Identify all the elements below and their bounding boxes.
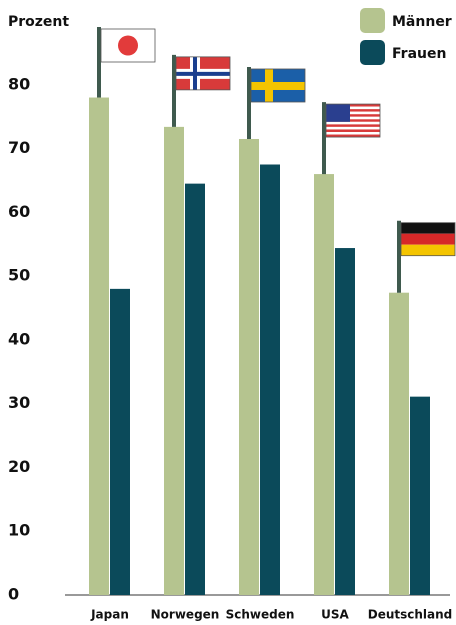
flag xyxy=(325,103,381,138)
x-tick-label: USA xyxy=(321,608,349,622)
flag-part xyxy=(401,222,455,234)
y-tick-label: 60 xyxy=(8,202,30,221)
flag-part xyxy=(326,124,380,127)
flag xyxy=(175,56,231,91)
flag-part xyxy=(326,106,380,110)
flag-part xyxy=(326,131,380,135)
flag-border xyxy=(100,28,156,63)
y-tick-label: 10 xyxy=(8,521,30,540)
flag xyxy=(250,68,306,103)
legend-label: Frauen xyxy=(392,46,446,62)
y-axis-label: Prozent xyxy=(8,14,69,30)
y-tick-label: 30 xyxy=(8,393,30,412)
bar xyxy=(185,183,205,595)
y-tick-label: 50 xyxy=(8,266,30,285)
flag-part xyxy=(401,233,455,245)
x-tick-label: Japan xyxy=(90,608,129,622)
y-tick-label: 40 xyxy=(8,329,30,348)
y-tick-label: 80 xyxy=(8,74,30,93)
legend-swatch xyxy=(360,8,385,33)
x-tick-label: Schweden xyxy=(226,608,295,622)
flag xyxy=(400,222,456,257)
flag-border xyxy=(325,103,381,138)
flag-part xyxy=(326,104,350,122)
x-tick-label: Deutschland xyxy=(368,608,453,622)
bar xyxy=(164,126,184,596)
flag-part xyxy=(326,111,380,115)
flag xyxy=(100,28,156,63)
y-tick-label: 0 xyxy=(8,585,19,604)
flag-border xyxy=(250,68,306,103)
bar xyxy=(335,248,355,595)
bar xyxy=(110,288,130,595)
legend-swatch xyxy=(360,40,385,65)
x-tick-label: Norwegen xyxy=(151,608,220,622)
flag-part xyxy=(326,126,380,130)
flag-part xyxy=(326,119,380,122)
flag-part xyxy=(326,121,380,125)
flag-part xyxy=(326,104,380,107)
flag-part xyxy=(401,244,455,256)
flag-border xyxy=(175,56,231,91)
flag-part xyxy=(326,109,380,112)
flag-part xyxy=(251,81,305,90)
flag-part xyxy=(326,134,380,138)
y-tick-label: 20 xyxy=(8,457,30,476)
bar xyxy=(239,138,259,595)
y-tick-label: 70 xyxy=(8,138,30,157)
bar xyxy=(410,396,430,595)
flag-part xyxy=(326,129,380,132)
bar xyxy=(389,292,409,595)
flag-part xyxy=(326,114,380,117)
bar xyxy=(314,174,334,596)
bar xyxy=(260,164,280,595)
legend-label: Männer xyxy=(392,14,452,30)
flag-part xyxy=(118,35,138,56)
flag-border xyxy=(400,222,456,257)
flag-part xyxy=(326,116,380,120)
flag-part xyxy=(176,71,230,76)
bar xyxy=(89,97,109,596)
